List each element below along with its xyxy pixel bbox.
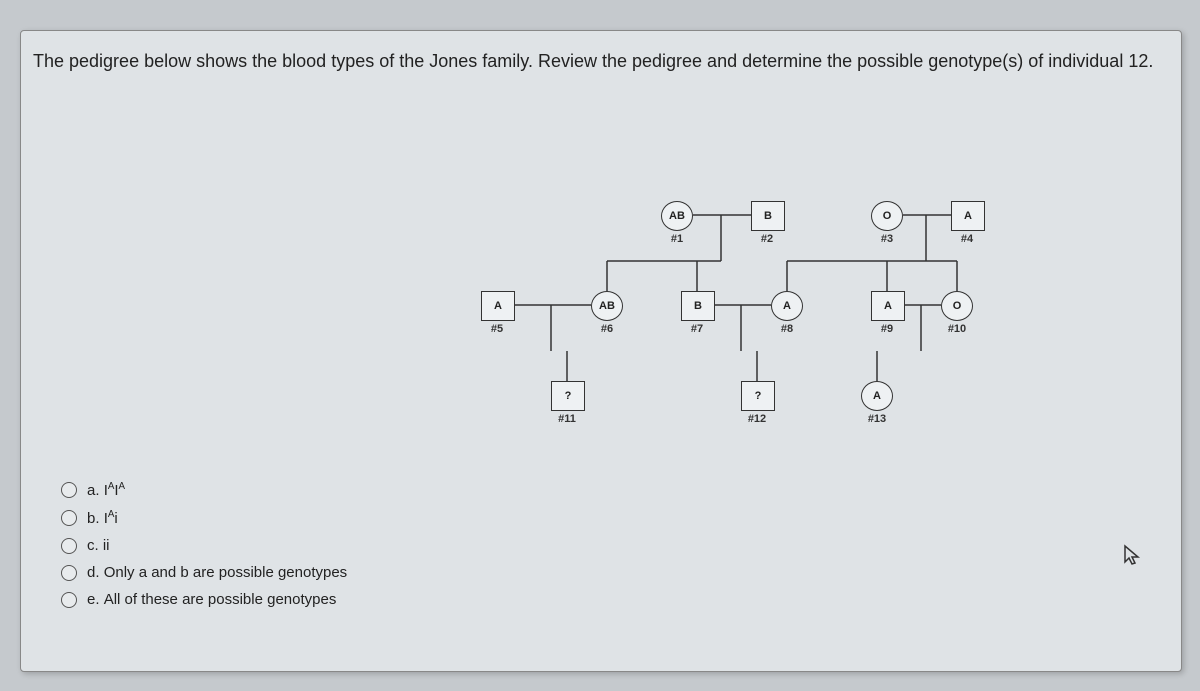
male-symbol: A	[871, 291, 905, 321]
answer-prefix: a.	[87, 482, 100, 499]
pedigree-node-label: #4	[947, 233, 987, 245]
female-symbol: A	[861, 381, 893, 411]
pedigree-node-n9: A	[871, 291, 903, 319]
pedigree-lines	[21, 31, 1181, 471]
pedigree-node-label: #3	[867, 233, 907, 245]
radio-icon[interactable]	[61, 510, 77, 526]
pedigree-node-label: #1	[657, 233, 697, 245]
answer-text: Only a and b are possible genotypes	[104, 564, 348, 581]
pedigree-node-n10: O	[941, 291, 973, 319]
female-symbol: AB	[591, 291, 623, 321]
answer-option-b[interactable]: b. IAi	[61, 509, 347, 527]
pedigree-node-n1: AB	[661, 201, 693, 229]
pedigree-node-n7: B	[681, 291, 713, 319]
male-symbol: A	[481, 291, 515, 321]
answer-list: a. IAIA b. IAi c. ii d. Only a and b are…	[61, 481, 347, 618]
answer-option-d[interactable]: d. Only a and b are possible genotypes	[61, 564, 347, 581]
pedigree-node-n12: ?	[741, 381, 773, 409]
answer-text: IAi	[104, 509, 118, 527]
pedigree-node-n13: A	[861, 381, 893, 409]
pedigree-node-n6: AB	[591, 291, 623, 319]
pedigree-node-n11: ?	[551, 381, 583, 409]
answer-text: IAIA	[104, 481, 125, 499]
female-symbol: A	[771, 291, 803, 321]
pedigree-node-label: #6	[587, 323, 627, 335]
pedigree-node-label: #8	[767, 323, 807, 335]
female-symbol: AB	[661, 201, 693, 231]
answer-text: All of these are possible genotypes	[104, 591, 337, 608]
pedigree-node-label: #9	[867, 323, 907, 335]
answer-text: ii	[103, 537, 110, 554]
pedigree-node-n5: A	[481, 291, 513, 319]
answer-prefix: c.	[87, 537, 99, 554]
pedigree-node-n2: B	[751, 201, 783, 229]
female-symbol: O	[871, 201, 903, 231]
pedigree-node-label: #12	[737, 413, 777, 425]
pedigree-node-n4: A	[951, 201, 983, 229]
radio-icon[interactable]	[61, 482, 77, 498]
male-symbol: A	[951, 201, 985, 231]
answer-option-e[interactable]: e. All of these are possible genotypes	[61, 591, 347, 608]
pedigree-node-label: #5	[477, 323, 517, 335]
male-symbol: ?	[741, 381, 775, 411]
radio-icon[interactable]	[61, 538, 77, 554]
pedigree-node-n3: O	[871, 201, 903, 229]
pedigree-node-label: #10	[937, 323, 977, 335]
radio-icon[interactable]	[61, 565, 77, 581]
pedigree-node-label: #2	[747, 233, 787, 245]
male-symbol: ?	[551, 381, 585, 411]
male-symbol: B	[751, 201, 785, 231]
answer-option-a[interactable]: a. IAIA	[61, 481, 347, 499]
radio-icon[interactable]	[61, 592, 77, 608]
pedigree-node-n8: A	[771, 291, 803, 319]
pedigree-node-label: #7	[677, 323, 717, 335]
female-symbol: O	[941, 291, 973, 321]
pedigree-node-label: #13	[857, 413, 897, 425]
male-symbol: B	[681, 291, 715, 321]
pedigree-node-label: #11	[547, 413, 587, 425]
cursor-icon	[1123, 544, 1141, 571]
answer-prefix: b.	[87, 510, 100, 527]
question-card: The pedigree below shows the blood types…	[20, 30, 1182, 672]
answer-option-c[interactable]: c. ii	[61, 537, 347, 554]
answer-prefix: d.	[87, 564, 100, 581]
pedigree-diagram: AB #1 B #2 O #3 A #4 A #5 AB #6 B #7 A #8 A #9 O #10? #11? #1…	[21, 31, 1181, 471]
answer-prefix: e.	[87, 591, 100, 608]
